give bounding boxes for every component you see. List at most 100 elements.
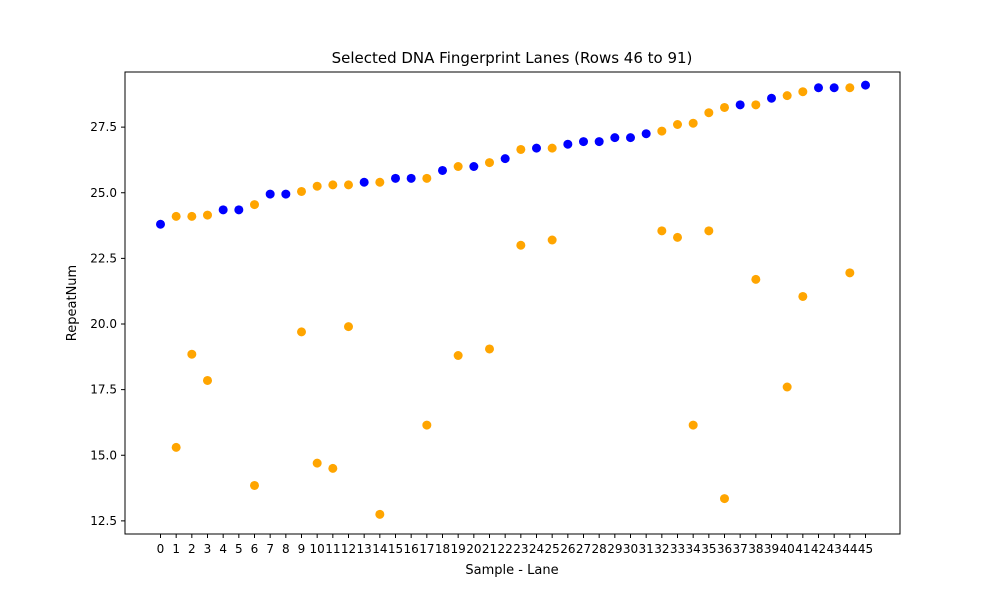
x-tick-label: 19	[451, 542, 466, 556]
x-tick-label: 22	[498, 542, 513, 556]
orange-data-point	[312, 458, 322, 468]
x-tick-label: 25	[545, 542, 560, 556]
x-tick-label: 30	[623, 542, 638, 556]
orange-data-point	[171, 442, 181, 452]
blue-data-point	[532, 143, 541, 153]
orange-data-point	[485, 344, 494, 354]
x-tick-label: 5	[235, 542, 243, 556]
x-tick-label: 21	[482, 542, 497, 556]
orange-data-point	[688, 118, 698, 128]
x-tick-label: 23	[513, 542, 528, 556]
y-axis: 12.5 15.0 17.5 20.0 22.5 25.0 27.5	[90, 120, 125, 528]
blue-data-point	[861, 80, 870, 90]
blue-data-point	[500, 154, 510, 164]
orange-data-point	[782, 91, 792, 101]
x-tick-label: 16	[404, 542, 419, 556]
x-tick-label: 26	[560, 542, 575, 556]
orange-data-point	[187, 211, 197, 221]
x-tick-label: 11	[325, 542, 340, 556]
x-tick-label: 2	[188, 542, 196, 556]
y-tick-label: 15.0	[90, 448, 117, 462]
y-axis-label: RepeatNum	[65, 265, 80, 341]
blue-data-point	[265, 189, 275, 199]
orange-data-point	[547, 143, 557, 153]
x-tick-label: 3	[204, 542, 212, 556]
x-axis-label: Sample - Lane	[465, 563, 558, 578]
x-tick-label: 13	[357, 542, 372, 556]
orange-data-point	[657, 126, 667, 136]
blue-data-point	[641, 129, 651, 139]
x-tick-label: 7	[266, 542, 274, 556]
orange-data-point	[187, 349, 197, 359]
orange-data-point	[751, 274, 761, 284]
x-tick-label: 43	[827, 542, 842, 556]
blue-data-point	[626, 133, 635, 143]
blue-data-point	[281, 189, 291, 199]
plot-area	[124, 71, 901, 535]
chart-title: Selected DNA Fingerprint Lanes (Rows 46 …	[332, 49, 693, 67]
x-tick-label: 12	[341, 542, 356, 556]
blue-data-point	[469, 162, 479, 171]
orange-data-point	[328, 463, 338, 473]
orange-data-point	[704, 108, 714, 118]
y-tick-label: 27.5	[90, 120, 117, 134]
blue-data-point	[735, 100, 745, 110]
x-tick-label: 37	[733, 542, 748, 556]
x-tick-label: 10	[310, 542, 325, 556]
orange-data-point	[485, 158, 494, 168]
blue-data-point	[438, 165, 447, 175]
blue-data-point	[594, 137, 604, 147]
orange-data-point	[250, 200, 259, 210]
blue-data-point	[391, 173, 400, 183]
x-tick-label: 40	[780, 542, 795, 556]
x-tick-label: 18	[435, 542, 450, 556]
x-tick-label: 42	[811, 542, 826, 556]
x-tick-label: 32	[654, 542, 669, 556]
blue-data-point	[610, 133, 620, 143]
blue-data-point	[359, 177, 369, 187]
x-tick-label: 6	[251, 542, 259, 556]
orange-data-point	[297, 186, 306, 196]
x-tick-label: 36	[717, 542, 732, 556]
x-tick-label: 9	[298, 542, 306, 556]
x-tick-label: 33	[670, 542, 685, 556]
x-tick-label: 31	[639, 542, 654, 556]
blue-data-point	[829, 83, 839, 93]
x-tick-label: 1	[172, 542, 180, 556]
orange-data-point	[422, 173, 432, 183]
x-tick-label: 4	[219, 542, 227, 556]
blue-data-point	[767, 93, 776, 103]
blue-data-point	[406, 173, 416, 183]
orange-data-point	[203, 375, 212, 385]
orange-data-point	[171, 211, 181, 221]
y-tick-label: 22.5	[90, 251, 117, 265]
orange-data-point	[516, 240, 526, 250]
x-tick-label: 20	[466, 542, 481, 556]
orange-data-point	[673, 232, 682, 242]
y-tick-label: 12.5	[90, 514, 117, 528]
x-tick-label: 45	[858, 542, 873, 556]
x-tick-label: 28	[592, 542, 607, 556]
orange-data-point	[845, 268, 855, 278]
x-tick-label: 35	[701, 542, 716, 556]
x-tick-label: 17	[419, 542, 434, 556]
orange-data-point	[344, 180, 353, 190]
blue-data-point	[218, 205, 228, 215]
blue-data-point	[234, 205, 244, 215]
x-tick-label: 29	[607, 542, 622, 556]
blue-data-point	[156, 219, 165, 229]
orange-data-point	[751, 100, 761, 110]
x-tick-label: 34	[686, 542, 701, 556]
orange-data-point	[845, 83, 855, 93]
orange-data-point	[704, 226, 714, 236]
orange-data-point	[657, 226, 667, 236]
x-tick-label: 38	[748, 542, 763, 556]
orange-data-point	[798, 291, 808, 301]
x-tick-label: 39	[764, 542, 779, 556]
x-tick-label: 15	[388, 542, 403, 556]
x-tick-label: 14	[372, 542, 387, 556]
orange-data-point	[782, 382, 792, 392]
x-tick-label: 27	[576, 542, 591, 556]
orange-data-point	[720, 102, 729, 112]
